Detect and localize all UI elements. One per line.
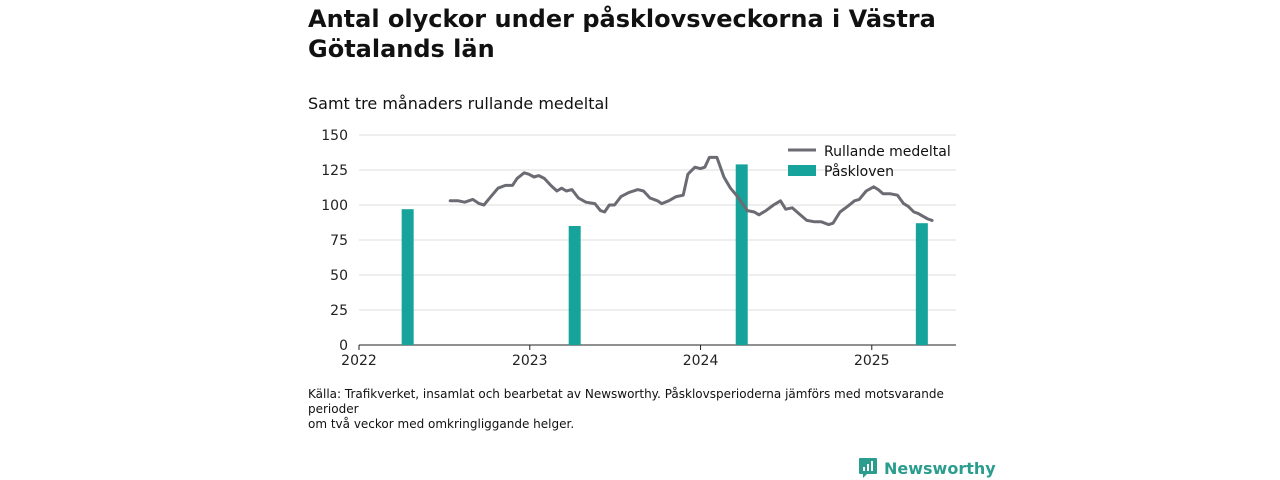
x-axis: 2022 2023 2024 2025 xyxy=(341,345,890,369)
source-line: om två veckor med omkringliggande helger… xyxy=(308,417,575,431)
y-tick-label: 100 xyxy=(321,198,348,214)
legend-label: Rullande medeltal xyxy=(824,144,951,160)
source-line: Källa: Trafikverket, insamlat och bearbe… xyxy=(308,387,944,416)
newsworthy-logo-icon xyxy=(859,458,877,478)
bar xyxy=(915,223,928,345)
legend-label: Påskloven xyxy=(824,163,894,180)
y-tick-label: 75 xyxy=(330,233,348,249)
legend-swatch-bar xyxy=(788,165,816,176)
y-tick-label: 50 xyxy=(330,268,348,284)
legend: Rullande medeltal Påskloven xyxy=(788,144,951,180)
grid xyxy=(359,134,956,346)
y-tick-label: 0 xyxy=(339,338,348,354)
bar xyxy=(568,226,581,345)
x-tick-label: 2023 xyxy=(512,353,548,369)
brand-logo: Newsworthy xyxy=(858,456,996,480)
chart-title: Antal olyckor under påsklovsveckorna i V… xyxy=(308,5,936,63)
rolling-average-line xyxy=(448,155,934,227)
bar xyxy=(735,164,748,345)
brand-name: Newsworthy xyxy=(884,458,996,478)
y-tick-label: 25 xyxy=(330,303,348,319)
bar xyxy=(401,209,414,345)
y-axis: 0 25 50 75 100 125 150 xyxy=(321,128,348,354)
chart-subtitle: Samt tre månaders rullande medeltal xyxy=(308,94,609,113)
y-tick-label: 150 xyxy=(321,128,348,144)
x-tick-label: 2022 xyxy=(341,353,377,369)
bars xyxy=(401,164,928,345)
source-note: Källa: Trafikverket, insamlat och bearbe… xyxy=(308,387,948,432)
x-tick-label: 2024 xyxy=(683,353,719,369)
x-tick-label: 2025 xyxy=(854,353,890,369)
line-series xyxy=(448,155,934,227)
y-tick-label: 125 xyxy=(321,163,348,179)
